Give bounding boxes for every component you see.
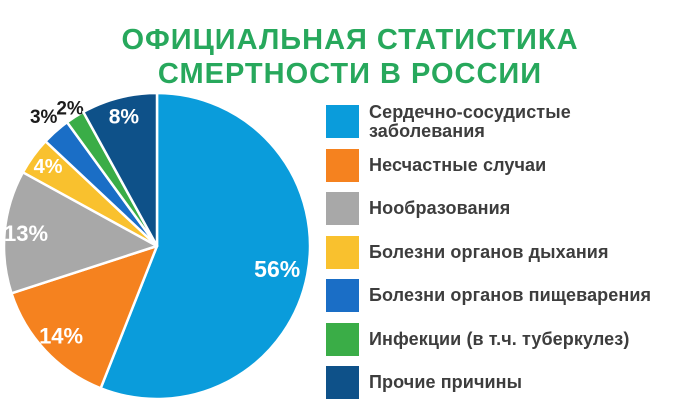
legend-swatch-6	[326, 366, 359, 400]
legend-item-0: Сердечно-сосудистые заболевания	[326, 100, 698, 144]
pie-value-label-6: 8%	[109, 106, 140, 129]
legend-item-2: Нообразования	[326, 187, 698, 231]
legend-item-4: Болезни органов пищеварения	[326, 274, 698, 318]
pie-value-label-1: 14%	[39, 324, 83, 349]
pie-slice-0	[99, 91, 312, 401]
pie-value-label-0: 56%	[254, 256, 300, 282]
legend-swatch-5	[326, 322, 359, 356]
legend-item-5: Инфекции (в т.ч. туберкулез)	[326, 318, 698, 362]
legend-item-6: Прочие причины	[326, 361, 698, 405]
legend-swatch-2	[326, 192, 359, 226]
legend-swatch-1	[326, 148, 359, 182]
legend-swatch-0	[326, 105, 359, 139]
legend-label-5: Инфекции (в т.ч. туберкулез)	[369, 328, 630, 349]
legend-label-1: Несчастные случаи	[369, 154, 547, 175]
legend-label-3: Болезни органов дыхания	[369, 241, 609, 262]
pie-slice-2	[2, 171, 159, 295]
legend-item-1: Несчастные случаи	[326, 144, 698, 188]
legend: Сердечно-сосудистые заболевания Несчастны…	[326, 100, 698, 405]
legend-swatch-3	[326, 235, 359, 269]
page-title: ОФИЦИАЛЬНАЯ СТАТИСТИКА СМЕРТНОСТИ В РОСС…	[121, 24, 579, 91]
pie-value-label-4: 3%	[30, 107, 58, 128]
legend-label-6: Прочие причины	[369, 372, 523, 393]
legend-label-0: Сердечно-сосудистые заболевания	[369, 101, 571, 141]
pie-chart: 56% 14% 13% 4% 3%2% 8%	[2, 91, 312, 401]
legend-swatch-4	[326, 279, 359, 313]
pie-slice-6	[82, 91, 159, 248]
legend-item-3: Болезни органов дыхания	[326, 231, 698, 275]
pie-value-label-2: 13%	[4, 221, 48, 246]
legend-label-4: Болезни органов пищеварения	[369, 285, 652, 306]
pie-value-label-3: 4%	[34, 156, 63, 178]
legend-label-2: Нообразования	[369, 198, 511, 219]
pie-value-label-5: 2%	[56, 99, 84, 120]
